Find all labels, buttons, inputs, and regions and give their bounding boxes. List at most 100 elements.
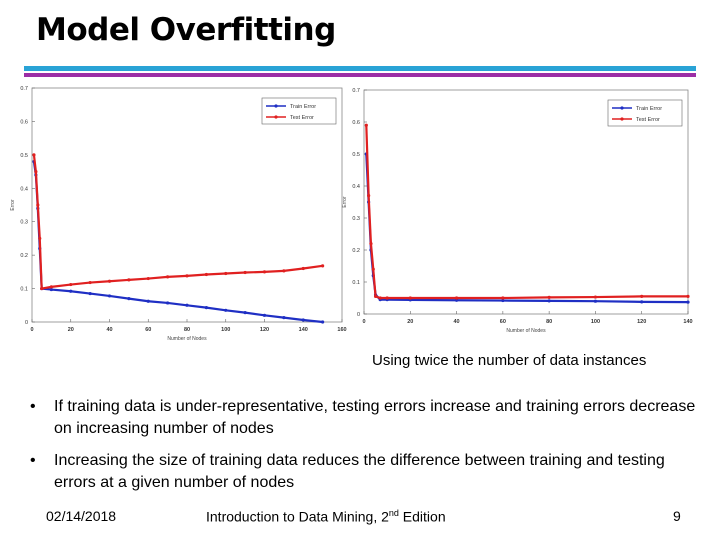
x-tick-label: 40: [454, 319, 460, 325]
data-point: [282, 269, 286, 273]
data-point: [367, 194, 371, 198]
slide-title: Model Overfitting: [36, 12, 336, 48]
series-line-test-error: [32, 154, 323, 290]
y-axis-label: Error: [10, 199, 16, 210]
x-tick-label: 80: [184, 327, 190, 333]
data-point: [38, 236, 42, 241]
data-point: [593, 295, 598, 299]
y-tick-label: 0.3: [20, 220, 28, 226]
title-rule-blue: [24, 66, 696, 71]
data-point: [107, 279, 112, 283]
legend-label: Train Error: [636, 106, 662, 112]
legend-label: Test Error: [636, 117, 660, 123]
y-tick-label: 0: [25, 320, 28, 326]
data-point: [640, 300, 644, 304]
data-point: [69, 289, 73, 293]
series-line-test-error: [365, 125, 688, 300]
data-point: [185, 274, 189, 278]
data-point: [146, 276, 150, 281]
footer-title-prefix: Introduction to Data Mining, 2: [206, 508, 389, 525]
legend-label: Test Error: [290, 115, 314, 121]
bullet-item: • Increasing the size of training data r…: [30, 450, 702, 494]
y-axis-label: Error: [342, 196, 348, 207]
y-tick-label: 0.3: [352, 216, 360, 222]
y-tick-label: 0.7: [352, 88, 360, 94]
title-rule-purple: [24, 73, 696, 77]
legend-marker: [620, 117, 624, 121]
data-point: [321, 320, 325, 324]
data-point: [166, 275, 170, 279]
data-point: [301, 318, 305, 322]
x-tick-label: 60: [145, 327, 151, 333]
data-point: [262, 270, 267, 274]
legend-marker: [620, 106, 624, 110]
footer-title-suffix: Edition: [398, 508, 446, 525]
y-tick-label: 0.5: [352, 152, 360, 158]
data-point: [454, 296, 459, 300]
data-point: [40, 286, 44, 291]
x-tick-label: 120: [260, 327, 269, 333]
bullet-text: If training data is under-representative…: [54, 398, 696, 437]
footer-date: 02/14/2018: [46, 508, 117, 524]
data-point: [408, 296, 412, 300]
legend-marker: [274, 104, 278, 108]
data-point: [547, 295, 551, 299]
x-tick-label: 40: [106, 327, 112, 333]
data-point: [593, 299, 598, 303]
chart-caption: Using twice the number of data instances: [372, 352, 647, 369]
data-point: [686, 294, 690, 298]
data-point: [501, 296, 505, 300]
data-point: [282, 316, 286, 320]
x-tick-label: 0: [30, 327, 33, 333]
data-point: [88, 280, 92, 285]
bullet-item: • If training data is under-representati…: [30, 396, 702, 440]
data-point: [204, 272, 208, 277]
y-tick-label: 0.6: [20, 119, 28, 125]
y-tick-label: 0.4: [352, 184, 360, 190]
x-tick-label: 100: [591, 319, 600, 325]
x-axis-label: Number of Nodes: [167, 336, 207, 342]
footer-title: Introduction to Data Mining, 2nd Edition: [206, 508, 446, 525]
x-tick-label: 120: [637, 319, 646, 325]
bullet-glyph: •: [30, 398, 36, 415]
footer-title-sup: nd: [388, 508, 399, 518]
data-point: [385, 296, 389, 300]
y-tick-label: 0.4: [20, 186, 28, 192]
bullet-glyph: •: [30, 452, 36, 469]
y-tick-label: 0.1: [20, 287, 28, 293]
data-point: [107, 294, 112, 298]
chart-right: 0 0.1 0.2 0.3 0.4 0.5 0.6 0.7 0 20 40 60 80 100 120 140…: [342, 88, 693, 334]
y-tick-label: 0.5: [20, 153, 28, 159]
plot-area: [363, 89, 689, 315]
x-tick-label: 140: [683, 319, 692, 325]
data-point: [185, 303, 189, 307]
x-tick-label: 60: [500, 319, 506, 325]
data-point: [454, 298, 459, 302]
data-point: [224, 308, 228, 312]
legend-box: [261, 97, 337, 125]
data-point: [262, 313, 267, 317]
x-tick-label: 100: [221, 327, 230, 333]
data-point: [36, 203, 40, 207]
data-point: [369, 242, 373, 246]
data-point: [146, 299, 150, 303]
data-point: [49, 285, 53, 289]
data-point: [88, 291, 92, 296]
data-point: [69, 282, 73, 287]
data-point: [224, 271, 228, 276]
data-point: [686, 300, 690, 304]
y-tick-label: 0.6: [352, 120, 360, 126]
legend-box: [607, 99, 683, 127]
y-tick-label: 0.2: [20, 253, 28, 259]
data-point: [49, 287, 53, 292]
x-tick-label: 20: [407, 319, 413, 325]
legend-marker: [274, 115, 278, 119]
x-tick-label: 160: [337, 327, 346, 333]
x-tick-label: 20: [68, 327, 74, 333]
data-point: [32, 153, 36, 157]
x-tick-label: 80: [546, 319, 552, 325]
data-point: [640, 294, 644, 298]
data-point: [371, 267, 375, 271]
data-point: [127, 297, 131, 301]
data-point: [204, 306, 208, 310]
